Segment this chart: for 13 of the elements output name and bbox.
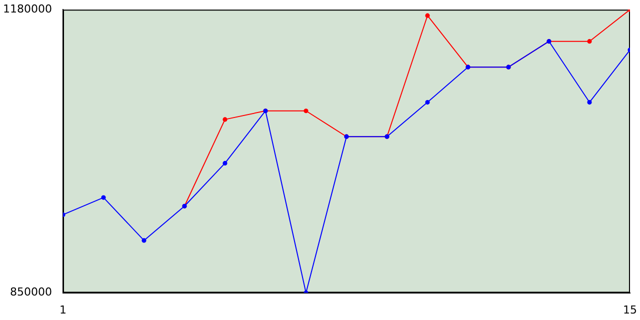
x-tick-label: 1 (59, 303, 66, 316)
point (222, 117, 228, 122)
point (587, 100, 592, 105)
y-tick-label: 1180000 (2, 2, 52, 16)
x-tick-label: 15 (623, 303, 637, 316)
point (142, 238, 146, 243)
point (425, 13, 430, 18)
y-tick-label: 850000 (10, 286, 52, 299)
point (304, 108, 308, 114)
point (101, 195, 106, 200)
point (222, 160, 228, 166)
point (587, 39, 592, 44)
point (425, 100, 430, 105)
